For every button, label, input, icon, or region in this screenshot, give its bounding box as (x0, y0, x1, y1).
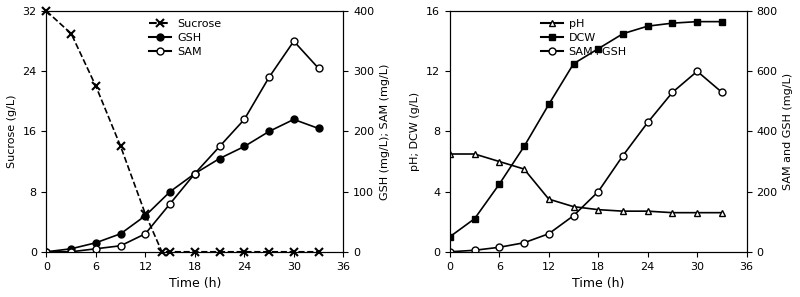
Legend: Sucrose, GSH, SAM: Sucrose, GSH, SAM (147, 17, 223, 59)
Y-axis label: GSH (mg/L); SAM (mg/L): GSH (mg/L); SAM (mg/L) (380, 63, 390, 200)
Y-axis label: Sucrose (g/L): Sucrose (g/L) (7, 95, 17, 168)
X-axis label: Time (h): Time (h) (572, 277, 625, 290)
Legend: pH, DCW, SAM+GSH: pH, DCW, SAM+GSH (538, 17, 629, 59)
Y-axis label: SAM and GSH (mg/L): SAM and GSH (mg/L) (783, 73, 793, 190)
X-axis label: Time (h): Time (h) (169, 277, 221, 290)
Y-axis label: pH; DCW (g/L): pH; DCW (g/L) (410, 92, 421, 171)
